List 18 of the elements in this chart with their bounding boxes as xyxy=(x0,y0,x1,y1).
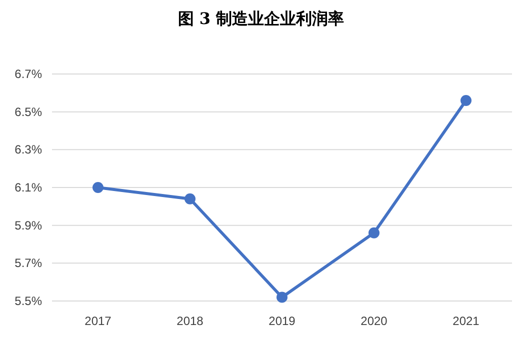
x-tick-label: 2020 xyxy=(360,314,388,328)
chart-title: 图 3 制造业企业利润率 xyxy=(178,9,344,28)
x-tick-label: 2018 xyxy=(176,314,204,328)
x-tick-label: 2017 xyxy=(84,314,112,328)
y-tick-label: 6.5% xyxy=(14,104,42,119)
point xyxy=(276,292,288,303)
y-tick-label: 5.5% xyxy=(14,294,42,308)
y-tick-label: 5.9% xyxy=(14,218,42,232)
y-tick-label: 6.7% xyxy=(14,67,42,81)
y-tick-label: 6.1% xyxy=(14,180,42,194)
point xyxy=(368,227,380,238)
point xyxy=(184,193,196,204)
y-tick-label: 5.7% xyxy=(14,256,42,270)
x-tick-label: 2019 xyxy=(268,314,296,328)
point xyxy=(460,94,472,106)
x-tick-label: 2021 xyxy=(452,314,480,328)
point xyxy=(92,182,104,193)
y-tick-label: 6.3% xyxy=(14,142,42,157)
